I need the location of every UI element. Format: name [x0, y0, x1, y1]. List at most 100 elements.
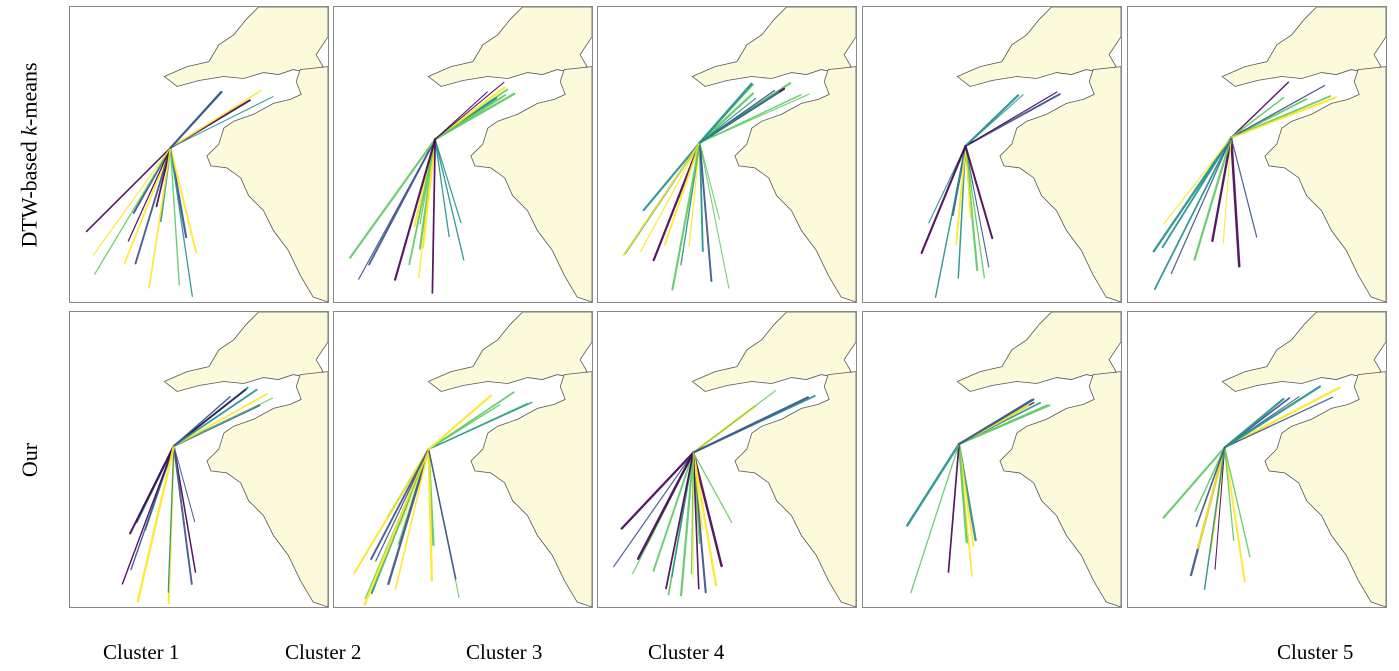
trajectory — [910, 443, 960, 594]
trajectory — [434, 91, 488, 140]
land-britain — [956, 7, 1121, 87]
map-panel-row2-cluster2 — [333, 311, 593, 608]
trajectory — [173, 389, 247, 447]
trajectory — [434, 94, 507, 141]
trajectory — [934, 145, 967, 298]
trajectory — [1153, 136, 1233, 291]
trajectory-map — [349, 7, 592, 302]
land-britain — [1221, 312, 1386, 392]
trajectory — [652, 451, 695, 572]
trajectory — [121, 445, 175, 585]
trajectory-map — [121, 312, 328, 607]
land-france — [470, 371, 592, 607]
trajectory — [433, 86, 506, 141]
map-panel-row2-cluster4 — [862, 311, 1122, 608]
trajectory — [964, 91, 1058, 147]
trajectory — [958, 404, 1051, 446]
column-label-1: Cluster 1 — [103, 640, 180, 664]
trajectory — [698, 141, 713, 283]
trajectory — [663, 141, 701, 246]
trajectory — [419, 138, 436, 225]
trajectory — [1214, 446, 1226, 570]
trajectory — [92, 147, 172, 256]
trajectory — [699, 142, 720, 220]
land-britain — [956, 312, 1121, 392]
trajectory — [431, 138, 437, 294]
trajectory — [169, 89, 262, 149]
trajectory — [1223, 446, 1246, 583]
trajectory — [692, 396, 809, 454]
trajectory — [906, 442, 961, 527]
trajectory — [173, 396, 231, 447]
trajectory — [1222, 136, 1232, 244]
trajectory — [427, 448, 434, 582]
trajectory — [434, 138, 450, 238]
trajectory — [692, 389, 777, 454]
trajectory — [172, 388, 258, 447]
row-label-our: Our — [17, 442, 42, 477]
trajectory — [955, 145, 967, 246]
trajectory — [1196, 446, 1226, 550]
trajectory — [690, 452, 694, 575]
trajectory — [1203, 446, 1226, 591]
trajectory — [692, 451, 704, 531]
trajectory-lines — [622, 82, 810, 291]
trajectory — [1224, 446, 1251, 558]
trajectory — [1195, 446, 1226, 528]
trajectory — [613, 452, 694, 568]
trajectory — [642, 141, 701, 212]
map-panel-row1-cluster1 — [69, 6, 329, 303]
trajectory — [1230, 84, 1326, 139]
trajectory — [640, 142, 701, 252]
trajectory — [698, 82, 753, 144]
trajectory — [622, 141, 701, 257]
column-label-2: Cluster 2 — [285, 640, 362, 664]
trajectory-map — [613, 312, 856, 607]
trajectory — [427, 394, 493, 451]
trajectory-lines — [1162, 385, 1341, 591]
trajectory-lines — [613, 389, 816, 597]
trajectory — [679, 451, 695, 597]
trajectory-lines — [920, 91, 1061, 298]
trajectory — [169, 90, 223, 149]
trajectory-map — [85, 7, 328, 302]
trajectory — [1230, 136, 1258, 238]
trajectory — [136, 444, 176, 603]
land-britain — [1221, 7, 1386, 87]
land-britain — [163, 312, 328, 392]
trajectory-lines — [121, 386, 274, 605]
trajectory — [636, 451, 695, 560]
trajectory-lines — [906, 398, 1051, 594]
trajectory — [394, 138, 437, 281]
trajectory — [167, 445, 175, 593]
trajectory — [964, 145, 972, 219]
trajectory — [1223, 385, 1321, 449]
trajectory — [1194, 446, 1226, 512]
trajectory — [692, 451, 700, 590]
trajectory-lines — [1152, 81, 1338, 291]
trajectory — [964, 145, 986, 279]
trajectory — [353, 448, 430, 574]
trajectory — [434, 138, 462, 224]
land-britain — [691, 312, 856, 392]
trajectory — [134, 146, 172, 265]
land-france — [206, 371, 328, 607]
trajectory — [370, 448, 430, 560]
trajectory — [692, 451, 723, 568]
trajectory — [698, 92, 755, 144]
trajectory-map — [1162, 312, 1386, 607]
trajectory — [169, 147, 193, 297]
trajectory — [368, 138, 437, 266]
trajectory — [1162, 446, 1226, 519]
trajectory — [427, 448, 457, 580]
trajectory — [1193, 136, 1233, 261]
trajectory — [964, 145, 994, 240]
map-panel-row2-cluster5 — [1127, 311, 1387, 608]
trajectory — [85, 147, 172, 233]
map-panel-row1-cluster2 — [333, 6, 593, 303]
land-britain — [691, 7, 856, 87]
trajectory — [434, 81, 505, 140]
trajectory — [692, 451, 733, 523]
land-britain — [427, 7, 592, 87]
trajectory — [123, 146, 172, 265]
